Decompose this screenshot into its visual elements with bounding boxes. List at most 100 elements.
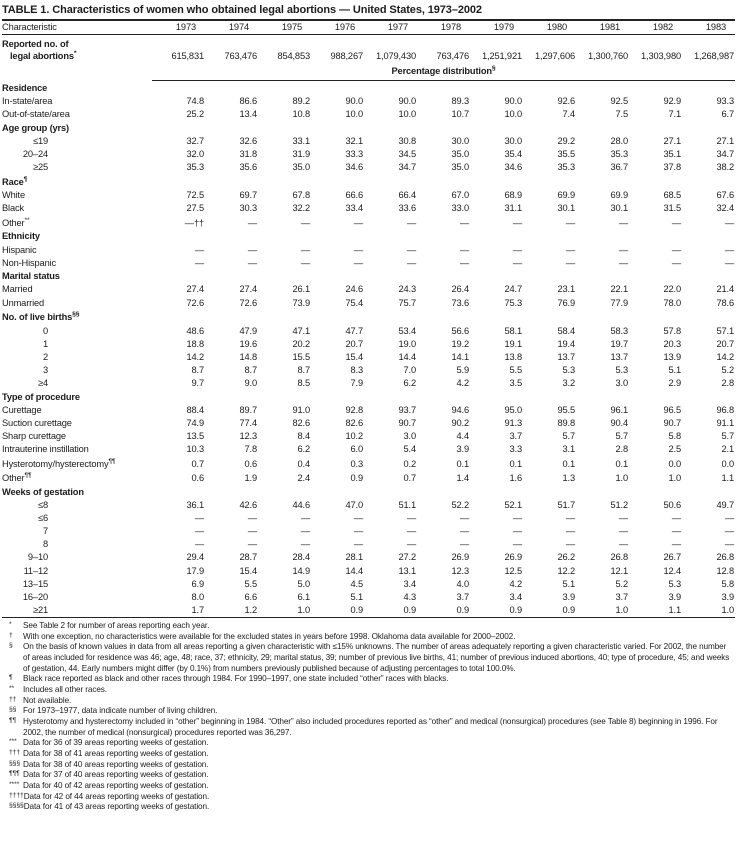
cell-value: 1.4 <box>456 472 470 483</box>
cell-value: 14.9 <box>292 565 311 576</box>
cell-value: 19.0 <box>398 338 417 349</box>
cell-value: — <box>671 539 681 550</box>
cell-value: 49.7 <box>716 499 735 510</box>
footnote-text: With one exception, no characteristics w… <box>23 631 516 641</box>
row-label-line2: legal abortions* <box>10 50 77 62</box>
footnote-text: On the basis of known values in data fro… <box>23 642 730 673</box>
cell-value: 615,831 <box>171 51 204 62</box>
table-row: 3 8.7 8.7 8.7 8.3 7.0 5.9 5.5 5.3 5.3 5.1 5.2 <box>2 364 735 377</box>
footnote-text: Data for 36 of 39 areas reporting weeks … <box>23 738 209 748</box>
cell-value: 26.9 <box>504 552 523 563</box>
cell-value: 3.9 <box>456 444 470 455</box>
cell-value: 35.3 <box>186 162 205 173</box>
year-column-header: 1980 <box>523 21 576 36</box>
cell-value: 10.8 <box>292 109 311 120</box>
footnote: †††† Data for 42 of 44 areas reporting we… <box>2 792 735 803</box>
cell-value: 69.7 <box>239 190 258 201</box>
section-header: No. of live births§§ <box>2 311 80 323</box>
cell-value: 31.5 <box>663 203 682 214</box>
cell-value: 0.6 <box>244 458 258 469</box>
row-label: Hysterotomy/hysterectomy¶¶ <box>2 457 116 469</box>
cell-value: 91.3 <box>504 418 523 429</box>
cell-value: 30.8 <box>398 136 417 147</box>
cell-value: 27.1 <box>716 136 735 147</box>
cell-value: 67.8 <box>292 190 311 201</box>
row-label: Other** <box>2 216 30 228</box>
cell-value: 34.7 <box>398 162 417 173</box>
table-row: Out-of-state/area 25.2 13.4 10.8 10.0 10.0 10.… <box>2 108 735 121</box>
cell-value: 5.4 <box>403 444 417 455</box>
column-header-row: Characteristic 1973 1974 1975 1976 1977 1978 1… <box>2 21 735 36</box>
cell-value: 58.1 <box>504 325 523 336</box>
cell-value: 763,476 <box>436 51 469 62</box>
cell-value: 33.6 <box>398 203 417 214</box>
row-label-text: 2 <box>42 351 48 362</box>
row-label-text: 20–24 <box>22 149 48 160</box>
footnote-marker: ¶¶ <box>108 457 116 465</box>
cell-value: 12.5 <box>504 565 523 576</box>
cell-value: 47.7 <box>345 325 364 336</box>
row-label: 7 <box>2 525 152 538</box>
cell-value: 7.4 <box>562 109 576 120</box>
footnote-marker: ¶¶ <box>24 471 32 479</box>
footnote-marker: *** <box>9 738 17 746</box>
cell-value: 0.1 <box>456 458 470 469</box>
cell-value: 27.4 <box>186 284 205 295</box>
cell-value: 66.4 <box>398 190 417 201</box>
cell-value: 12.1 <box>610 565 629 576</box>
year-column-header: 1979 <box>470 21 523 36</box>
footnote-text: Not available. <box>23 695 72 705</box>
cell-value: 22.1 <box>610 284 629 295</box>
cell-value: 26.8 <box>716 552 735 563</box>
cell-value: 82.6 <box>292 418 311 429</box>
cell-value: 30.3 <box>239 203 258 214</box>
cell-value: — <box>671 526 681 537</box>
cell-value: 0.9 <box>350 472 364 483</box>
cell-value: 74.8 <box>186 96 205 107</box>
cell-value: 8.7 <box>191 365 205 375</box>
year-column-header: 1974 <box>205 21 258 36</box>
cell-value: — <box>247 539 257 550</box>
cell-value: 3.4 <box>403 578 417 589</box>
cell-value: 0.6 <box>191 472 205 483</box>
cell-value: — <box>618 512 628 523</box>
footnote-text: Data for 37 of 40 areas reporting weeks … <box>23 770 209 780</box>
section-header: Residence <box>2 82 48 93</box>
cell-value: 96.8 <box>716 404 735 415</box>
footnote-text: Data for 38 of 40 areas reporting weeks … <box>23 759 209 769</box>
cell-value: 7.0 <box>403 365 417 375</box>
cell-value: 0.2 <box>403 458 417 469</box>
row-label: 8 <box>2 538 152 551</box>
cell-value: 0.4 <box>297 458 311 469</box>
cell-value: 8.4 <box>297 431 311 442</box>
cell-value: 3.7 <box>509 431 523 442</box>
row-label: 1 <box>2 338 152 351</box>
footnote: § On the basis of known values in data fr… <box>2 642 735 674</box>
row-label: 9–10 <box>2 551 152 564</box>
cell-value: — <box>247 526 257 537</box>
cell-value: 854,853 <box>277 51 310 62</box>
row-label: ≥4 <box>2 377 152 390</box>
table-row: ≤6 — — — — — — — — — — — <box>2 512 735 525</box>
row-label: Suction curettage <box>2 418 72 429</box>
cell-value: 1.0 <box>615 605 629 615</box>
cell-value: 13.9 <box>663 351 682 362</box>
cell-value: 58.3 <box>610 325 629 336</box>
table-row: 0 48.6 47.9 47.1 47.7 53.4 56.6 58.1 58.4 58.3 57.… <box>2 324 735 337</box>
cell-value: 35.6 <box>239 162 258 173</box>
table-row: Non-Hispanic — — — — — — — — — — — <box>2 257 735 270</box>
table-row: In-state/area 74.8 86.6 89.2 90.0 90.0 89.3 90.… <box>2 95 735 108</box>
row-label: Curettage <box>2 404 42 415</box>
cell-value: 10.2 <box>345 431 364 442</box>
section-header: Race¶ <box>2 176 28 188</box>
row-label: Hispanic <box>2 244 37 255</box>
cell-value: 26.2 <box>557 552 576 563</box>
percentage-distribution-header: Percentage distribution§ <box>152 63 735 82</box>
cell-value: — <box>194 244 204 255</box>
cell-value: — <box>671 244 681 255</box>
cell-value: 9.7 <box>191 378 205 389</box>
cell-value: — <box>300 539 310 550</box>
cell-value: 89.2 <box>292 96 311 107</box>
cell-value: 26.8 <box>610 552 629 563</box>
cell-value: 6.2 <box>297 444 311 455</box>
